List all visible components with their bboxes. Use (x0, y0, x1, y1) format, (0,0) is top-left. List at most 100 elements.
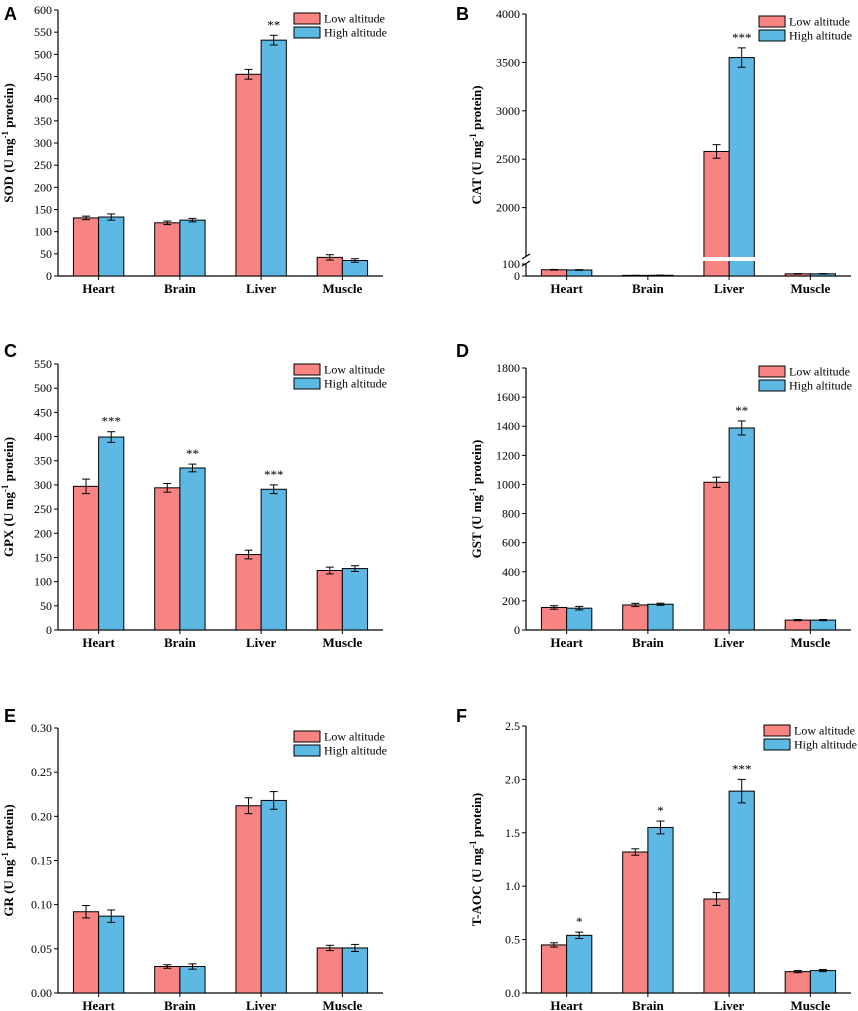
significance-marker: *** (264, 467, 284, 482)
bar-low-heart (540, 606, 568, 631)
y-tick-label: 400 (34, 92, 52, 106)
ylabel-part: SOD (U mg (1, 138, 16, 203)
panel-letter: F (456, 706, 467, 726)
y-tick-label: 300 (34, 478, 52, 492)
bar-low-liver (703, 150, 730, 277)
bar-low-muscle (784, 619, 811, 631)
bar-low-heart (72, 217, 100, 277)
bar-high-muscle (341, 947, 369, 994)
bar-low-heart (72, 485, 100, 631)
y-tick-label: 450 (34, 405, 52, 419)
bar-low-liver (235, 554, 262, 631)
ylabel-superscript: -1 (468, 487, 478, 495)
ylabel-part: protein) (1, 804, 16, 852)
y-tick-label: 1600 (496, 390, 520, 404)
y-tick-label: 0.25 (31, 765, 52, 779)
ylabel-part: protein) (1, 437, 16, 485)
y-tick-label: 2.0 (505, 772, 520, 786)
x-category-label: Heart (550, 635, 583, 650)
x-category-label: Brain (164, 635, 197, 650)
legend-label-low: Low altitude (789, 365, 850, 379)
legend-label-low: Low altitude (324, 12, 385, 26)
legend-label-high: High altitude (324, 744, 387, 758)
y-tick-label: 2.5 (505, 719, 520, 733)
panel-letter: C (4, 341, 17, 361)
x-category-label: Brain (632, 281, 665, 296)
legend-swatch-high (763, 738, 791, 751)
x-category-label: Muscle (323, 281, 363, 296)
significance-marker: *** (732, 30, 752, 45)
bar-high-muscle (341, 568, 369, 631)
y-tick-label: 150 (34, 203, 52, 217)
y-tick-label: 0.30 (31, 721, 52, 735)
legend-swatch-high (293, 744, 321, 757)
y-tick-label: 550 (34, 357, 52, 371)
y-tick-label: 500 (34, 381, 52, 395)
y-tick-label: 200 (34, 180, 52, 194)
legend-swatch-low (763, 724, 791, 737)
y-axis-label: CAT (U mg-1 protein) (468, 85, 484, 204)
ylabel-part: protein) (1, 83, 16, 131)
bar-high-muscle (809, 970, 837, 994)
significance-marker: *** (101, 414, 121, 429)
y-tick-label: 100 (502, 257, 520, 271)
ylabel-part: GPX (U mg (1, 492, 16, 557)
legend-label-low: Low altitude (324, 730, 385, 744)
legend-label-low: Low altitude (794, 724, 855, 738)
panel-a: A SOD (U mg-1 protein) 0 50 100 150 200 250 300 3… (0, 3, 387, 296)
legend-label-high: High altitude (324, 26, 387, 40)
x-category-label: Liver (714, 998, 745, 1011)
bar-high-heart (98, 436, 125, 631)
bar-high-muscle (341, 259, 369, 277)
ylabel-superscript: -1 (0, 131, 10, 139)
y-tick-label: 350 (34, 114, 52, 128)
ylabel-part: protein) (469, 440, 484, 488)
panel-f: F T-AOC (U mg-1 protein) 0.0 0.5 1.0 1.5 2.0 2.… (456, 706, 857, 1011)
panel-e: E GR (U mg-1 protein) 0.00 0.05 0.10 0.15 0.20… (0, 706, 387, 1011)
x-category-label: Brain (632, 635, 665, 650)
bar-low-brain (154, 487, 181, 631)
x-category-label: Heart (82, 635, 115, 650)
y-tick-label: 0 (46, 269, 52, 283)
bar-high-muscle (809, 619, 837, 631)
legend-label-high: High altitude (789, 29, 852, 43)
ylabel-superscript: -1 (0, 852, 10, 860)
legend-swatch-low (758, 15, 786, 28)
ylabel-part: GR (U mg (1, 859, 16, 917)
y-tick-label: 600 (34, 3, 52, 17)
x-category-label: Liver (246, 998, 277, 1011)
bar-low-liver (703, 898, 730, 994)
bar-high-liver (728, 427, 755, 631)
y-tick-label: 1400 (496, 419, 520, 433)
bar-high-heart (98, 915, 125, 994)
x-category-label: Brain (164, 281, 197, 296)
ylabel-part: protein) (469, 793, 484, 841)
significance-marker: ** (186, 446, 199, 461)
y-axis-label: T-AOC (U mg-1 protein) (468, 793, 484, 927)
bar-low-heart (540, 269, 568, 277)
legend-label-high: High altitude (324, 377, 387, 391)
x-category-label: Muscle (791, 281, 831, 296)
y-tick-label: 200 (502, 594, 520, 608)
axis-break-mark (521, 253, 531, 260)
x-category-label: Liver (246, 635, 277, 650)
y-tick-label: 50 (40, 599, 52, 613)
legend-label-low: Low altitude (789, 15, 850, 29)
y-tick-label: 1000 (496, 477, 520, 491)
bar-high-brain (179, 966, 206, 994)
x-category-label: Heart (550, 998, 583, 1011)
significance-marker: *** (732, 761, 752, 776)
bar-high-brain (647, 603, 674, 631)
legend-swatch-low (293, 730, 321, 743)
bar-high-liver (728, 57, 755, 277)
y-tick-label: 150 (34, 550, 52, 564)
bar-high-liver (260, 39, 287, 277)
bar-high-liver (260, 799, 287, 994)
x-category-label: Muscle (323, 998, 363, 1011)
y-tick-label: 1.5 (505, 826, 520, 840)
y-tick-label: 0 (514, 269, 520, 283)
legend-swatch-high (293, 377, 321, 390)
y-tick-label: 0.0 (505, 986, 520, 1000)
legend-label-low: Low altitude (324, 363, 385, 377)
y-tick-label: 2000 (496, 201, 520, 215)
